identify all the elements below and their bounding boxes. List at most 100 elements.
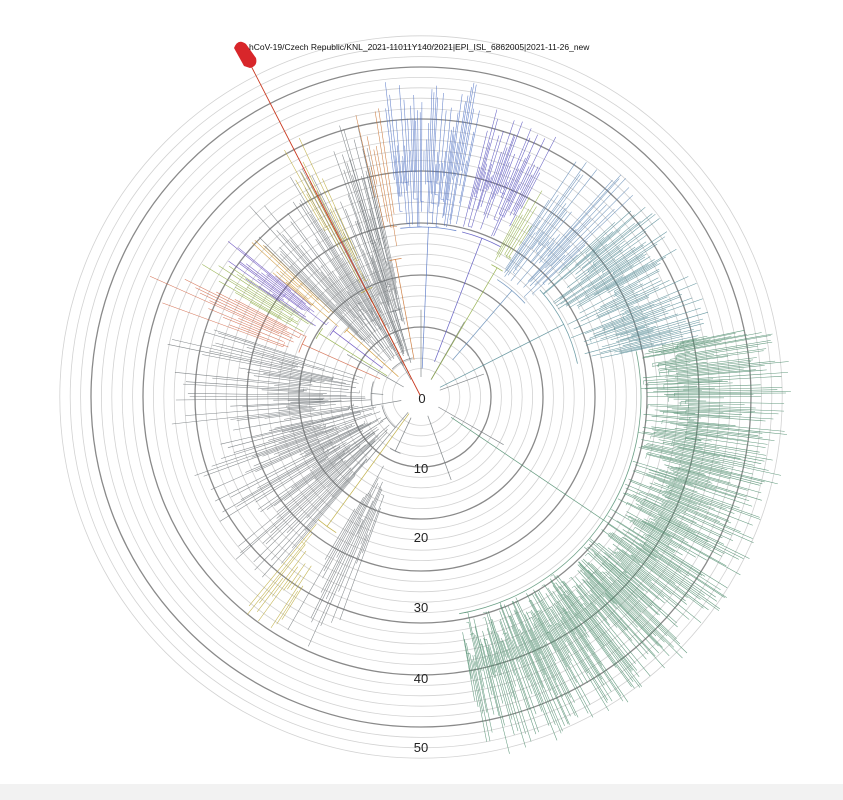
tree-branch	[677, 351, 690, 355]
tree-branch	[623, 571, 648, 593]
tree-branch	[616, 283, 644, 298]
tree-branch	[557, 594, 588, 638]
scale-ring	[90, 66, 752, 728]
tree-branch	[549, 578, 579, 619]
tree-branch	[315, 442, 347, 462]
tree-arc	[550, 574, 554, 577]
tree-branch	[538, 179, 613, 264]
tree-arc	[446, 199, 450, 201]
tree-branch	[665, 372, 789, 381]
tree-branch	[361, 273, 381, 313]
tree-branch	[668, 361, 752, 371]
tree-arc	[624, 492, 627, 497]
tree-branch	[253, 479, 338, 563]
tree-branch	[550, 187, 630, 267]
tree-arc	[526, 611, 531, 614]
tree-branch	[565, 256, 646, 307]
tree-branch	[504, 190, 543, 255]
tree-branch	[195, 287, 300, 339]
tree-branch	[312, 458, 327, 469]
tree-branch	[320, 271, 364, 325]
tree-branch	[587, 236, 666, 288]
tree-branch	[252, 416, 341, 439]
tree-branch	[352, 174, 388, 288]
tree-branch	[525, 611, 579, 718]
tree-branch	[315, 432, 376, 481]
tree-branch	[648, 330, 745, 351]
tree-branch	[290, 240, 356, 319]
tree-branch	[533, 589, 588, 684]
bottom-strip	[0, 784, 843, 800]
tree-arc	[400, 226, 457, 232]
tree-arc	[338, 445, 341, 448]
tree-branch	[372, 271, 402, 347]
tree-branch	[534, 254, 566, 286]
tree-branch	[222, 316, 284, 342]
tree-branch	[489, 151, 502, 187]
tree-branch	[649, 493, 741, 533]
tree-branch	[519, 138, 546, 190]
tree-branch	[357, 127, 387, 247]
tree-branch	[506, 194, 559, 272]
tree-branch	[456, 110, 480, 225]
tree-arc	[538, 243, 541, 246]
tree-branch	[264, 413, 301, 419]
tree-arc	[324, 423, 326, 427]
tree-branch	[230, 423, 371, 498]
tree-branch	[284, 149, 339, 248]
tree-branch	[642, 548, 657, 559]
tree-branch	[259, 544, 306, 604]
tree-branch	[675, 457, 728, 470]
tree-branch	[342, 154, 372, 244]
tree-arc	[381, 405, 396, 428]
tree-branch	[532, 241, 550, 262]
tree-branch	[588, 546, 678, 628]
tree-branch	[507, 134, 538, 203]
tree-branch	[218, 265, 309, 325]
tree-branch	[676, 332, 736, 346]
tree-branch	[484, 617, 519, 732]
tree-branch	[274, 431, 375, 507]
tree-branch	[211, 413, 372, 467]
tree-branch	[583, 312, 669, 342]
tree-branch	[642, 335, 771, 359]
tree-arc	[603, 571, 606, 575]
tree-branch	[538, 207, 566, 244]
tree-branch	[574, 585, 598, 614]
tree-branch	[641, 446, 734, 468]
tree-branch	[663, 490, 753, 526]
tree-branch	[283, 428, 379, 501]
tree-branch	[257, 426, 378, 510]
tree-branch	[327, 429, 388, 488]
tree-arc	[585, 253, 589, 257]
tree-branch	[609, 576, 681, 645]
tree-branch	[613, 243, 658, 273]
tree-branch	[594, 259, 655, 296]
tree-branch	[257, 278, 284, 298]
tree-arc	[301, 541, 306, 545]
tree-branch	[331, 477, 350, 497]
tree-branch	[505, 206, 537, 257]
tree-branch	[637, 518, 673, 539]
tree-branch	[262, 427, 340, 457]
tree-branch	[319, 333, 388, 377]
tree-branch	[205, 331, 305, 363]
tree-branch	[499, 605, 529, 681]
tree-branch	[278, 362, 298, 368]
tree-branch	[493, 128, 532, 220]
tree-branch	[238, 247, 292, 292]
tree-branch	[517, 646, 550, 726]
tree-arc	[378, 279, 382, 282]
tree-branch	[494, 197, 530, 261]
tree-branch	[356, 220, 380, 282]
tree-arc	[547, 624, 552, 628]
tree-branch	[264, 245, 363, 341]
tree-branch	[588, 543, 629, 579]
tree-branch	[643, 333, 773, 358]
tree-branch	[323, 229, 374, 316]
tree-arc	[613, 291, 617, 297]
tree-branch	[644, 536, 728, 589]
tree-arc	[297, 318, 300, 323]
tree-branch	[304, 458, 368, 531]
tree-branch	[466, 642, 479, 707]
